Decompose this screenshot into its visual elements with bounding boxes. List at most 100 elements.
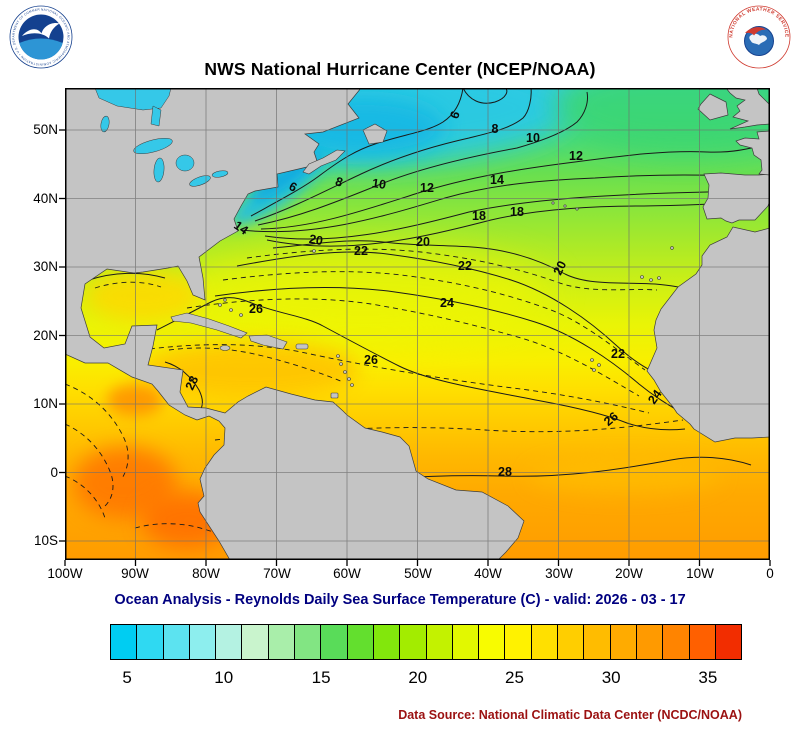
colorbar-cell [400, 625, 427, 659]
contour-label: 8 [334, 174, 345, 189]
puerto-rico-island [295, 343, 309, 350]
jamaica-island [219, 345, 231, 351]
colorbar-cell [295, 625, 322, 659]
y-axis-label: 10S [33, 533, 58, 548]
y-axis-label: 30N [33, 259, 58, 274]
axis-ticks [59, 129, 771, 566]
cape-verde-islands [590, 358, 601, 372]
nova-scotia [302, 149, 346, 175]
x-axis-label: 30W [545, 566, 573, 581]
britain-landmass [725, 88, 770, 130]
x-axis-label: 70W [263, 566, 291, 581]
colorbar-cell [531, 625, 559, 659]
colorbar-tick-label: 5 [122, 668, 132, 687]
colorbar-cell [663, 625, 690, 659]
colorbar-cell [426, 625, 453, 659]
bird-icon [745, 27, 766, 36]
sst-map: 6 8 10 12 14 6 8 10 12 14 18 18 20 22 20… [59, 88, 771, 566]
colorbar-cell [189, 625, 217, 659]
noaa-logo-icon: NATIONAL OCEANIC AND ATMOSPHERIC ADMINIS… [8, 2, 73, 69]
colorbar-tick-label: 20 [408, 668, 428, 687]
colorbar-cell [321, 625, 348, 659]
bahamas-islands [218, 298, 243, 317]
colorbar-cell [505, 625, 532, 659]
colorbar-cell [689, 625, 716, 659]
y-axis-label: 0 [50, 465, 58, 480]
x-axis-label: 100W [47, 566, 83, 581]
colorbar-cells [111, 625, 742, 659]
colorbar-cell [163, 625, 190, 659]
colorbar-cell [137, 625, 164, 659]
ireland-landmass [697, 93, 729, 121]
contour-layer [65, 88, 770, 557]
x-axis-label: 40W [474, 566, 502, 581]
colorbar-tick-label: 15 [311, 668, 331, 687]
contour-label: 10 [371, 176, 387, 192]
hispaniola-island [248, 334, 288, 350]
page-title: NWS National Hurricane Center (NCEP/NOAA… [204, 59, 596, 79]
colorbar-cell [715, 625, 742, 659]
contour-label: 24 [440, 296, 454, 310]
x-axis-label: 50W [404, 566, 432, 581]
colorbar-cell [584, 625, 611, 659]
colorbar-cell [636, 625, 664, 659]
contour-label: 14 [490, 173, 504, 187]
colorbar-cell [558, 625, 585, 659]
colorbar-cell [452, 625, 480, 659]
lakes [94, 88, 229, 187]
contour-label: 14 [231, 218, 250, 237]
americas-landmass [65, 88, 525, 560]
contour-label: 26 [364, 353, 378, 367]
colorbar-cell [268, 625, 296, 659]
y-axis-label: 20N [33, 328, 58, 343]
contour-label: 26 [249, 302, 263, 316]
x-axis-label: 10W [686, 566, 714, 581]
iberia-landmass [702, 172, 770, 224]
lesser-antilles-islands [330, 354, 354, 399]
x-axis-label: 60W [333, 566, 361, 581]
colorbar-cell [479, 625, 506, 659]
contour-label: 12 [569, 149, 583, 163]
colorbar-cell [373, 625, 401, 659]
grid-layer [65, 88, 770, 560]
data-source-text: Data Source: National Climatic Data Cent… [398, 708, 742, 722]
africa-landmass [646, 226, 770, 443]
y-axis-label: 50N [33, 122, 58, 137]
y-axis-label: 10N [33, 396, 58, 411]
bermuda-island [312, 249, 316, 253]
canary-islands [640, 246, 674, 282]
map-subtitle: Ocean Analysis - Reynolds Daily Sea Surf… [114, 592, 686, 608]
colorbar-cell [111, 625, 138, 659]
x-axis-label: 80W [192, 566, 220, 581]
contour-label: 6 [447, 109, 463, 120]
colorbar-labels: 5 10 15 20 25 30 35 [110, 668, 742, 690]
colorbar-cell [347, 625, 374, 659]
contour-labels: 6 8 10 12 14 6 8 10 12 14 18 18 20 22 20… [183, 109, 665, 479]
colorbar-cell [610, 625, 637, 659]
contour-label: 20 [308, 232, 324, 248]
nws-logo: NATIONAL WEATHER SERVICE [727, 5, 791, 69]
y-axis-label: 40N [33, 191, 58, 206]
colorbar-tick-label: 35 [698, 668, 718, 687]
colorbar-cell [242, 625, 269, 659]
noaa-logo: NATIONAL OCEANIC AND ATMOSPHERIC ADMINIS… [8, 2, 73, 69]
colorbar [110, 624, 742, 660]
contour-label: 8 [492, 122, 499, 136]
x-axis-label: 90W [121, 566, 149, 581]
x-axis-label: 20W [615, 566, 643, 581]
sea-layer [65, 88, 770, 560]
contour-label: 20 [416, 235, 430, 249]
azores-islands [551, 201, 579, 211]
contour-label: 22 [458, 259, 472, 273]
contour-label: 10 [526, 131, 540, 145]
contour-label: 18 [472, 209, 486, 223]
land-layer [65, 88, 770, 560]
contour-label: 20 [551, 259, 570, 278]
contour-label: 28 [498, 465, 512, 479]
map-canvas: 6 8 10 12 14 6 8 10 12 14 18 18 20 22 20… [59, 88, 771, 566]
colorbar-cell [216, 625, 243, 659]
contour-label: 22 [354, 244, 368, 258]
globe-map-icon [749, 33, 767, 45]
contour-label: 12 [420, 181, 434, 195]
